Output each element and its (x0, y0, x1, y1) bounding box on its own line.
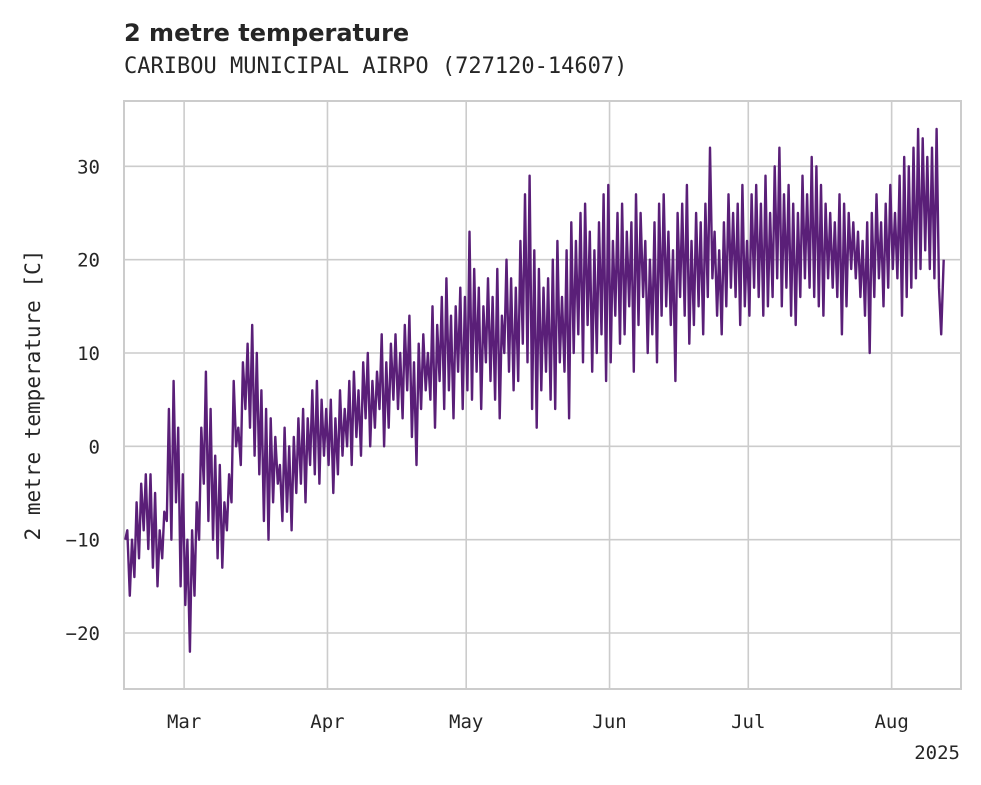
plot-frame (123, 100, 962, 690)
x-tick-labels: Mar Apr May Jun Jul Aug (167, 711, 909, 733)
x-tick-label: Mar (167, 711, 201, 733)
y-tick-label: 0 (89, 436, 100, 458)
y-tick-labels: −20 −10 0 10 20 30 (66, 156, 100, 645)
y-tick-label: −20 (66, 623, 100, 645)
x-tick-label: Jul (731, 711, 765, 733)
x-tick-label: May (449, 711, 483, 733)
chart-title: 2 metre temperature (124, 19, 409, 47)
series-line-temperature (124, 127, 945, 653)
y-tick-label: 20 (77, 250, 100, 272)
y-axis-label: 2 metre temperature [C] (21, 250, 45, 541)
x-tick-label: Apr (310, 711, 344, 733)
y-tick-label: 10 (77, 343, 100, 365)
x-offset-year-label: 2025 (914, 742, 960, 764)
y-tick-label: −10 (66, 530, 100, 552)
y-tick-label: 30 (77, 156, 100, 178)
chart-subtitle: CARIBOU MUNICIPAL AIRPO (727120-14607) (124, 54, 627, 79)
x-tick-label: Jun (592, 711, 626, 733)
x-tick-label: Aug (874, 711, 908, 733)
